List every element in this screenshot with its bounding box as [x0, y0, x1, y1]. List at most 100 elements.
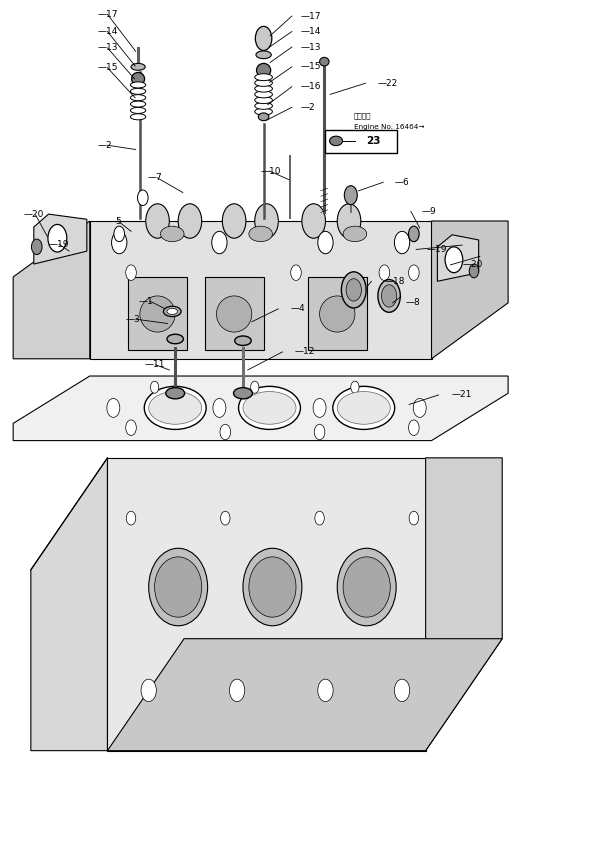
Ellipse shape: [130, 107, 146, 113]
Polygon shape: [31, 458, 108, 751]
Circle shape: [318, 679, 333, 702]
Text: —6: —6: [395, 178, 410, 187]
Text: —2: —2: [98, 141, 112, 149]
Polygon shape: [13, 376, 508, 441]
Circle shape: [146, 204, 169, 238]
Text: —8: —8: [406, 298, 420, 308]
Circle shape: [126, 420, 136, 435]
Circle shape: [250, 381, 259, 393]
Circle shape: [221, 511, 230, 525]
Text: —3: —3: [125, 314, 140, 324]
Circle shape: [315, 511, 324, 525]
Ellipse shape: [160, 226, 184, 242]
Text: 23: 23: [366, 136, 381, 146]
Ellipse shape: [255, 97, 272, 104]
Circle shape: [126, 265, 136, 281]
Text: —17: —17: [301, 11, 321, 21]
Text: —10: —10: [260, 167, 281, 175]
Text: —14: —14: [301, 27, 321, 36]
Circle shape: [255, 204, 278, 238]
Text: —20: —20: [24, 211, 44, 219]
Circle shape: [223, 204, 246, 238]
Text: —9: —9: [422, 207, 436, 216]
Circle shape: [318, 232, 333, 254]
Circle shape: [291, 265, 301, 281]
Text: —15: —15: [301, 62, 321, 72]
Circle shape: [337, 204, 361, 238]
Text: —19: —19: [427, 245, 448, 254]
Circle shape: [379, 265, 390, 281]
Text: 適用号機: 適用号機: [354, 113, 371, 119]
Polygon shape: [108, 458, 426, 751]
Ellipse shape: [255, 91, 272, 98]
Ellipse shape: [330, 137, 343, 146]
Circle shape: [178, 204, 202, 238]
Circle shape: [141, 679, 156, 702]
Polygon shape: [437, 235, 479, 282]
Circle shape: [408, 420, 419, 435]
Ellipse shape: [337, 391, 390, 424]
Ellipse shape: [320, 296, 355, 332]
Ellipse shape: [255, 86, 272, 92]
Bar: [205, 277, 263, 350]
Ellipse shape: [255, 73, 272, 80]
Ellipse shape: [249, 557, 296, 617]
Text: —4: —4: [290, 304, 305, 314]
Circle shape: [394, 679, 410, 702]
Ellipse shape: [249, 226, 272, 242]
Circle shape: [445, 247, 463, 273]
Polygon shape: [13, 221, 90, 359]
Ellipse shape: [343, 226, 366, 242]
Text: —22: —22: [377, 79, 398, 88]
Ellipse shape: [166, 388, 185, 399]
Circle shape: [342, 272, 366, 308]
Text: —11: —11: [144, 360, 165, 369]
Ellipse shape: [130, 82, 146, 88]
Circle shape: [302, 204, 326, 238]
Ellipse shape: [155, 557, 202, 617]
Text: —13: —13: [98, 43, 118, 53]
Ellipse shape: [140, 296, 175, 332]
Text: —7: —7: [147, 174, 162, 182]
Text: —1: —1: [139, 296, 153, 306]
Ellipse shape: [256, 63, 271, 77]
Ellipse shape: [255, 103, 272, 110]
Polygon shape: [108, 638, 502, 751]
Ellipse shape: [258, 113, 269, 121]
Ellipse shape: [163, 306, 181, 316]
Ellipse shape: [233, 388, 252, 399]
Circle shape: [114, 226, 124, 242]
Circle shape: [345, 186, 358, 205]
FancyBboxPatch shape: [326, 130, 397, 153]
Text: —16: —16: [301, 82, 321, 91]
Ellipse shape: [131, 63, 145, 70]
Circle shape: [313, 398, 326, 417]
Text: —5: —5: [108, 217, 122, 226]
Text: —17: —17: [98, 10, 118, 19]
Circle shape: [213, 398, 226, 417]
Text: —15: —15: [98, 63, 118, 73]
Circle shape: [409, 511, 419, 525]
Text: Engine No. 16464→: Engine No. 16464→: [354, 124, 424, 130]
Polygon shape: [432, 221, 508, 359]
Ellipse shape: [131, 73, 144, 86]
Ellipse shape: [255, 79, 272, 86]
Ellipse shape: [337, 549, 396, 626]
Text: —20: —20: [462, 260, 482, 270]
Circle shape: [346, 279, 361, 301]
Circle shape: [394, 232, 410, 254]
Text: —21: —21: [452, 391, 472, 399]
Ellipse shape: [130, 88, 146, 94]
Circle shape: [137, 190, 148, 206]
Ellipse shape: [130, 101, 146, 107]
Circle shape: [381, 285, 397, 307]
Circle shape: [378, 280, 400, 312]
Circle shape: [408, 226, 419, 242]
Bar: [128, 277, 187, 350]
Ellipse shape: [243, 549, 302, 626]
Circle shape: [351, 381, 359, 393]
Circle shape: [111, 232, 127, 254]
Circle shape: [126, 511, 136, 525]
Ellipse shape: [239, 386, 300, 429]
Text: —13: —13: [301, 42, 321, 52]
